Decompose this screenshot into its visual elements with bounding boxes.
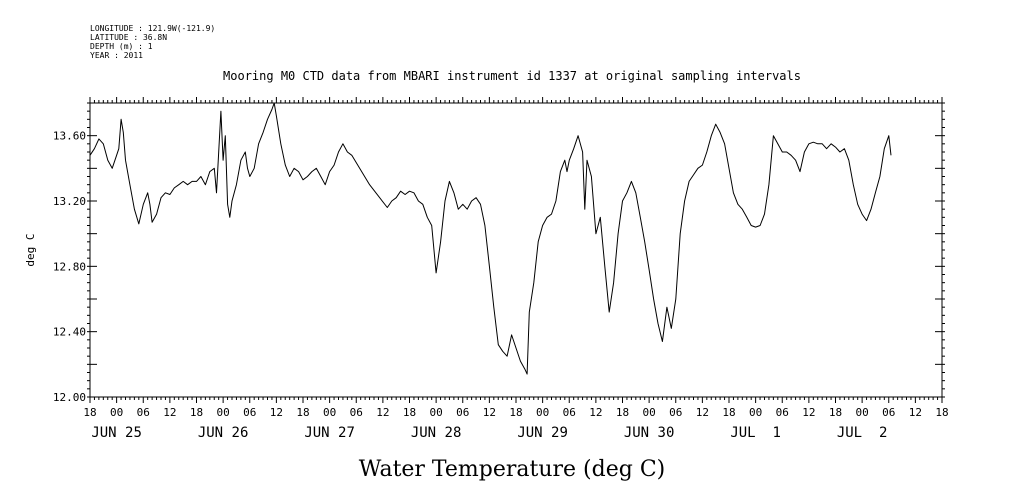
x-hour-label: 18	[509, 406, 522, 419]
depth-text: DEPTH (m) : 1	[90, 42, 153, 51]
latitude-text: LATITUDE : 36.8N	[90, 33, 167, 42]
x-hour-label: 18	[296, 406, 309, 419]
x-hour-label: 06	[456, 406, 469, 419]
x-hour-label: 06	[669, 406, 682, 419]
x-hour-label: 06	[776, 406, 789, 419]
station-metadata: LONGITUDE : 121.9W(-121.9) LATITUDE : 36…	[90, 24, 215, 60]
x-hour-label: 06	[563, 406, 576, 419]
y-tick-label: 12.00	[53, 391, 86, 404]
x-day-label: JUL 1	[730, 425, 781, 441]
x-hour-label: 18	[190, 406, 203, 419]
x-hour-label: 06	[137, 406, 150, 419]
x-hour-label: 12	[270, 406, 283, 419]
y-tick-label: 12.80	[53, 260, 86, 273]
x-hour-label: 12	[696, 406, 709, 419]
x-hour-label: 18	[829, 406, 842, 419]
x-day-label: JUN 25	[91, 425, 142, 441]
x-hour-label: 00	[217, 406, 230, 419]
series-line	[89, 102, 892, 375]
x-hour-label: 18	[935, 406, 948, 419]
chart-title: Mooring M0 CTD data from MBARI instrumen…	[223, 69, 801, 83]
x-day-label: JUL 2	[837, 425, 888, 441]
x-day-label: JUN 28	[411, 425, 462, 441]
x-hour-label: 18	[722, 406, 735, 419]
x-day-label: JUN 26	[198, 425, 249, 441]
x-hour-label: 12	[909, 406, 922, 419]
x-hour-label: 00	[643, 406, 656, 419]
y-tick-label: 12.40	[53, 326, 86, 339]
longitude-text: LONGITUDE : 121.9W(-121.9)	[90, 24, 215, 33]
x-hour-label: 18	[83, 406, 96, 419]
x-hour-label: 00	[110, 406, 123, 419]
series-layer	[89, 102, 892, 375]
x-hour-label: 12	[802, 406, 815, 419]
x-hour-label: 06	[350, 406, 363, 419]
x-axis-label: Water Temperature (deg C)	[359, 457, 666, 482]
x-hour-label: 18	[616, 406, 629, 419]
y-tick-label: 13.60	[53, 130, 86, 143]
y-axis: 12.00 12.40 12.80 13.20 13.60	[53, 102, 945, 404]
x-hour-label: 00	[856, 406, 869, 419]
x-hour-label: 06	[882, 406, 895, 419]
x-day-label: JUN 29	[517, 425, 568, 441]
y-tick-label: 13.20	[53, 195, 86, 208]
x-hour-label: 12	[163, 406, 176, 419]
x-hour-label: 00	[430, 406, 443, 419]
year-text: YEAR : 2011	[90, 51, 143, 60]
x-hour-label: 12	[376, 406, 389, 419]
x-hour-label: 00	[749, 406, 762, 419]
y-axis-label: deg C	[24, 233, 37, 266]
x-hour-label: 12	[483, 406, 496, 419]
x-axis: 18 00 06 12 18 00 06 12 18 00 06 12 18 00 06 12 18 00 06 12…	[83, 97, 949, 441]
x-hour-label: 18	[403, 406, 416, 419]
x-hour-label: 00	[536, 406, 549, 419]
x-day-label: JUN 30	[624, 425, 675, 441]
x-day-label: JUN 27	[304, 425, 355, 441]
x-hour-label: 06	[243, 406, 256, 419]
x-hour-label: 12	[589, 406, 602, 419]
plot-frame	[89, 102, 943, 398]
x-hour-label: 00	[323, 406, 336, 419]
